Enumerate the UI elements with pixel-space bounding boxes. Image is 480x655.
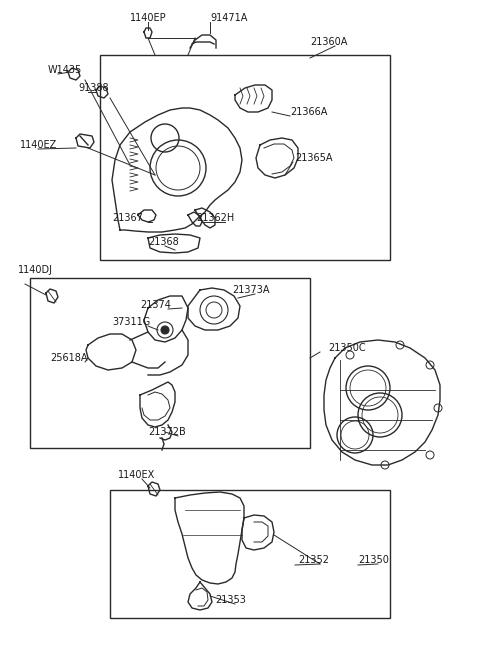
Text: 37311G: 37311G (112, 317, 150, 327)
Text: 21352: 21352 (298, 555, 329, 565)
Text: 25618A: 25618A (50, 353, 87, 363)
Text: 21360A: 21360A (310, 37, 348, 47)
Text: 21368: 21368 (148, 237, 179, 247)
Text: W1435: W1435 (48, 65, 82, 75)
Text: 1140EP: 1140EP (130, 13, 166, 23)
Text: 1140DJ: 1140DJ (18, 265, 53, 275)
Text: 1140EX: 1140EX (118, 470, 155, 480)
Bar (30, 278, 310, 448)
Text: 21367: 21367 (112, 213, 143, 223)
Text: 1140EZ: 1140EZ (20, 140, 57, 150)
Text: 21372B: 21372B (148, 427, 186, 437)
Text: 21350C: 21350C (328, 343, 366, 353)
Text: 21366A: 21366A (290, 107, 327, 117)
Text: 21353: 21353 (215, 595, 246, 605)
Text: 21362H: 21362H (196, 213, 234, 223)
Text: 91388: 91388 (78, 83, 108, 93)
Text: 21365A: 21365A (295, 153, 333, 163)
Text: 21373A: 21373A (232, 285, 269, 295)
Circle shape (161, 326, 169, 334)
Bar (100, 55, 390, 260)
Text: 21374: 21374 (140, 300, 171, 310)
Bar (110, 490, 390, 618)
Text: 91471A: 91471A (210, 13, 247, 23)
Text: 21350: 21350 (358, 555, 389, 565)
